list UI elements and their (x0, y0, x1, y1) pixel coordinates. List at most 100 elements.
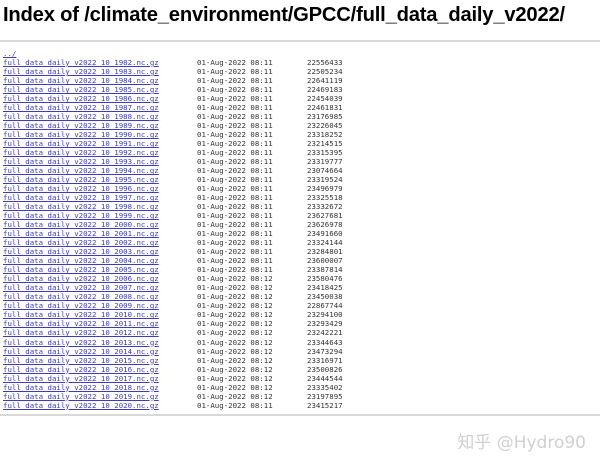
file-row: full_data_daily_v2022_10_2016.nc.gz 01-Au… (3, 365, 403, 374)
file-link[interactable]: full_data_daily_v2022_10_1983.nc.gz (3, 67, 159, 77)
file-link[interactable]: full_data_daily_v2022_10_1994.nc.gz (3, 166, 159, 176)
file-date: 01-Aug-2022 08:11 (197, 211, 273, 221)
file-link[interactable]: full_data_daily_v2022_10_1996.nc.gz (3, 184, 159, 194)
file-link[interactable]: full_data_daily_v2022_10_1988.nc.gz (3, 112, 159, 122)
file-link[interactable]: full_data_daily_v2022_10_1989.nc.gz (3, 121, 159, 131)
file-link[interactable]: full_data_daily_v2022_10_1999.nc.gz (3, 211, 159, 221)
file-row: full_data_daily_v2022_10_1997.nc.gz 01-Au… (3, 193, 403, 202)
file-size: 23500826 (307, 364, 343, 374)
file-size: 23294100 (307, 310, 343, 320)
file-date: 01-Aug-2022 08:12 (197, 292, 273, 302)
file-size: 23176985 (307, 112, 343, 122)
file-link[interactable]: full_data_daily_v2022_10_1998.nc.gz (3, 202, 159, 212)
file-date: 01-Aug-2022 08:12 (197, 364, 273, 374)
file-date: 01-Aug-2022 08:11 (197, 94, 273, 104)
file-size: 23418425 (307, 283, 343, 293)
file-size: 23450038 (307, 292, 343, 302)
file-link[interactable]: full_data_daily_v2022_10_1992.nc.gz (3, 148, 159, 158)
file-date: 01-Aug-2022 08:11 (197, 202, 273, 212)
file-link[interactable]: full_data_daily_v2022_10_2019.nc.gz (3, 391, 159, 401)
file-row: full_data_daily_v2022_10_2009.nc.gz 01-Au… (3, 301, 403, 310)
file-size: 22641119 (307, 76, 343, 86)
file-date: 01-Aug-2022 08:11 (197, 265, 273, 275)
file-size: 23580476 (307, 274, 343, 284)
file-size: 23415217 (307, 400, 343, 410)
file-row: full_data_daily_v2022_10_1993.nc.gz 01-Au… (3, 157, 403, 166)
file-row: full_data_daily_v2022_10_1989.nc.gz 01-Au… (3, 121, 403, 130)
file-link[interactable]: full_data_daily_v2022_10_2011.nc.gz (3, 319, 159, 329)
file-link[interactable]: full_data_daily_v2022_10_2015.nc.gz (3, 355, 159, 365)
file-link[interactable]: full_data_daily_v2022_10_2018.nc.gz (3, 382, 159, 392)
file-size: 22454039 (307, 94, 343, 104)
file-row: full_data_daily_v2022_10_2001.nc.gz 01-Au… (3, 229, 403, 238)
file-link[interactable]: full_data_daily_v2022_10_1997.nc.gz (3, 193, 159, 203)
file-link[interactable]: full_data_daily_v2022_10_1995.nc.gz (3, 175, 159, 185)
file-date: 01-Aug-2022 08:11 (197, 121, 273, 131)
file-link[interactable]: full_data_daily_v2022_10_1993.nc.gz (3, 157, 159, 167)
file-row: full_data_daily_v2022_10_2015.nc.gz 01-Au… (3, 356, 403, 365)
file-date: 01-Aug-2022 08:11 (197, 247, 273, 257)
file-row: full_data_daily_v2022_10_1986.nc.gz 01-Au… (3, 94, 403, 103)
file-link[interactable]: full_data_daily_v2022_10_2005.nc.gz (3, 265, 159, 275)
file-row: full_data_daily_v2022_10_1996.nc.gz 01-Au… (3, 184, 403, 193)
file-link[interactable]: full_data_daily_v2022_10_2012.nc.gz (3, 328, 159, 338)
file-date: 01-Aug-2022 08:11 (197, 400, 273, 410)
file-link[interactable]: full_data_daily_v2022_10_2003.nc.gz (3, 247, 159, 257)
file-date: 01-Aug-2022 08:11 (197, 103, 273, 113)
watermark: 知乎 @Hydro90 (457, 433, 586, 453)
file-size: 22461831 (307, 103, 343, 113)
file-link[interactable]: full_data_daily_v2022_10_2001.nc.gz (3, 229, 159, 239)
file-link[interactable]: full_data_daily_v2022_10_2006.nc.gz (3, 274, 159, 284)
file-date: 01-Aug-2022 08:12 (197, 355, 273, 365)
file-size: 23074664 (307, 166, 343, 176)
file-size: 23315395 (307, 148, 343, 158)
file-link[interactable]: full_data_daily_v2022_10_2010.nc.gz (3, 310, 159, 320)
file-date: 01-Aug-2022 08:11 (197, 184, 273, 194)
file-date: 01-Aug-2022 08:11 (197, 58, 273, 68)
file-link[interactable]: full_data_daily_v2022_10_1986.nc.gz (3, 94, 159, 104)
file-link[interactable]: full_data_daily_v2022_10_2000.nc.gz (3, 220, 159, 230)
file-link[interactable]: full_data_daily_v2022_10_2017.nc.gz (3, 373, 159, 383)
file-link[interactable]: full_data_daily_v2022_10_2013.nc.gz (3, 337, 159, 347)
file-size: 23319524 (307, 175, 343, 185)
file-link[interactable]: full_data_daily_v2022_10_1982.nc.gz (3, 58, 159, 68)
file-size: 23293429 (307, 319, 343, 329)
file-row: full_data_daily_v2022_10_2011.nc.gz 01-Au… (3, 319, 403, 328)
file-date: 01-Aug-2022 08:12 (197, 310, 273, 320)
file-link[interactable]: full_data_daily_v2022_10_1991.nc.gz (3, 139, 159, 149)
file-size: 23316971 (307, 355, 343, 365)
file-row: full_data_daily_v2022_10_1983.nc.gz 01-Au… (3, 67, 403, 76)
file-date: 01-Aug-2022 08:11 (197, 238, 273, 248)
file-date: 01-Aug-2022 08:11 (197, 175, 273, 185)
file-row: full_data_daily_v2022_10_1984.nc.gz 01-Au… (3, 76, 403, 85)
file-link[interactable]: full_data_daily_v2022_10_2016.nc.gz (3, 364, 159, 374)
parent-row: ../ (3, 49, 403, 58)
file-date: 01-Aug-2022 08:11 (197, 139, 273, 149)
file-link[interactable]: full_data_daily_v2022_10_2002.nc.gz (3, 238, 159, 248)
file-row: full_data_daily_v2022_10_1982.nc.gz 01-Au… (3, 58, 403, 67)
file-size: 23491660 (307, 229, 343, 239)
file-link[interactable]: full_data_daily_v2022_10_1987.nc.gz (3, 103, 159, 113)
file-row: full_data_daily_v2022_10_2017.nc.gz 01-Au… (3, 374, 403, 383)
file-link[interactable]: full_data_daily_v2022_10_2004.nc.gz (3, 256, 159, 266)
file-link[interactable]: full_data_daily_v2022_10_1984.nc.gz (3, 76, 159, 86)
file-date: 01-Aug-2022 08:11 (197, 166, 273, 176)
file-date: 01-Aug-2022 08:12 (197, 319, 273, 329)
file-row: full_data_daily_v2022_10_2006.nc.gz 01-Au… (3, 274, 403, 283)
file-date: 01-Aug-2022 08:11 (197, 148, 273, 158)
file-link[interactable]: full_data_daily_v2022_10_1990.nc.gz (3, 130, 159, 140)
parent-directory-link[interactable]: ../ (3, 49, 17, 58)
file-link[interactable]: full_data_daily_v2022_10_2008.nc.gz (3, 292, 159, 302)
file-link[interactable]: full_data_daily_v2022_10_2007.nc.gz (3, 283, 159, 293)
file-size: 23226045 (307, 121, 343, 131)
file-link[interactable]: full_data_daily_v2022_10_2014.nc.gz (3, 346, 159, 356)
file-row: full_data_daily_v2022_10_1985.nc.gz 01-Au… (3, 85, 403, 94)
file-size: 22556433 (307, 58, 343, 68)
file-link[interactable]: full_data_daily_v2022_10_2020.nc.gz (3, 400, 159, 410)
file-link[interactable]: full_data_daily_v2022_10_2009.nc.gz (3, 301, 159, 311)
file-date: 01-Aug-2022 08:12 (197, 373, 273, 383)
file-link[interactable]: full_data_daily_v2022_10_1985.nc.gz (3, 85, 159, 95)
page-title: Index of /climate_environment/GPCC/full_… (3, 4, 565, 26)
file-size: 23324144 (307, 238, 343, 248)
divider-bottom (0, 414, 600, 416)
